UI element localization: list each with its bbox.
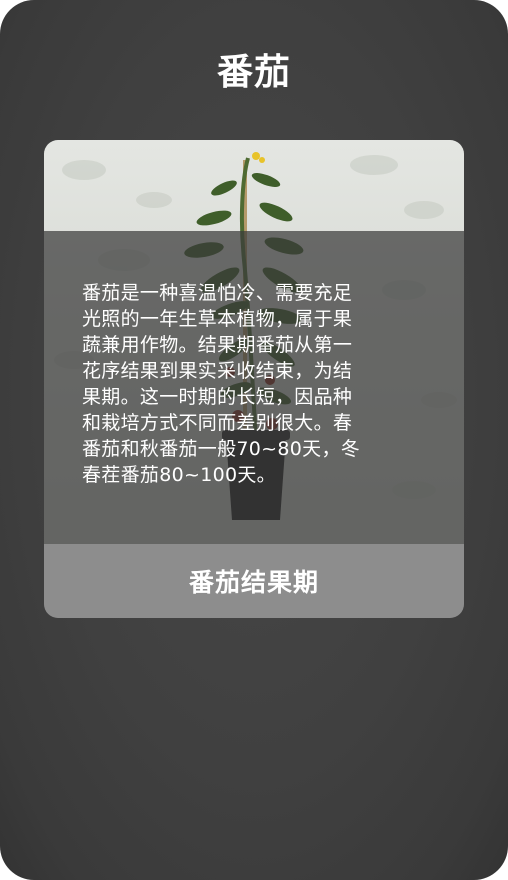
card-description: 番茄是一种喜温怕冷、需要充足 光照的一年生草本植物，属于果 蔬兼用作物。结果期番… bbox=[82, 282, 361, 486]
stage-label: 番茄结果期 bbox=[188, 568, 319, 597]
growth-stage-card[interactable]: 番茄是一种喜温怕冷、需要充足 光照的一年生草本植物，属于果 蔬兼用作物。结果期番… bbox=[44, 140, 464, 618]
description-overlay bbox=[44, 231, 464, 544]
card-footer[interactable]: 番茄结果期 bbox=[44, 544, 464, 618]
page-title: 番茄 bbox=[216, 52, 291, 93]
